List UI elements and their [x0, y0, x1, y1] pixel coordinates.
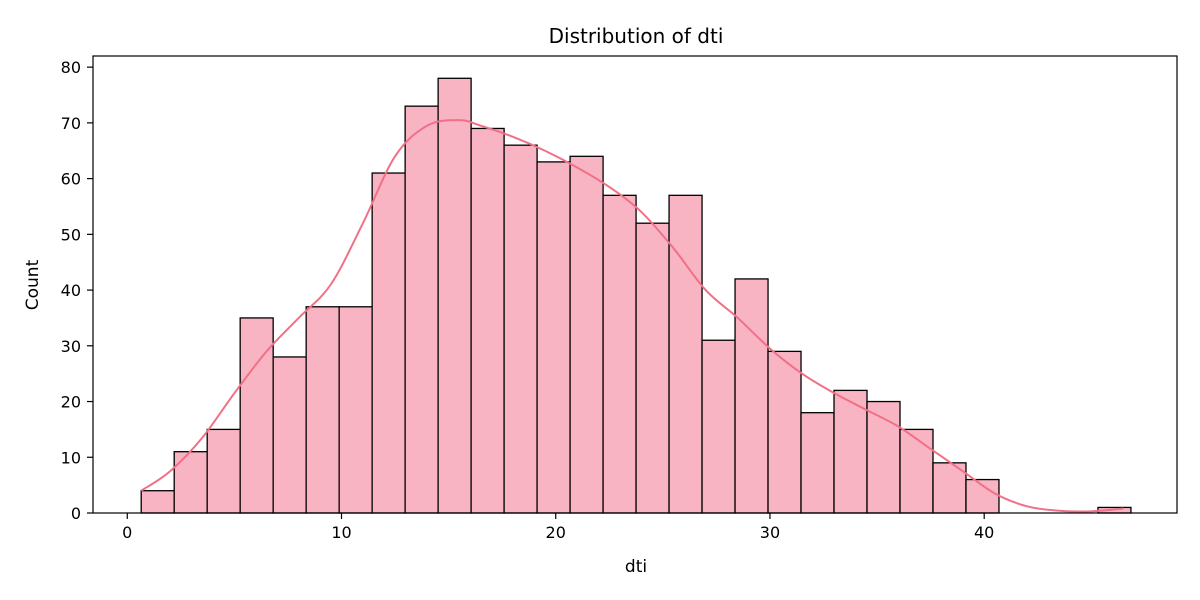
- histogram-bar: [734, 278, 769, 514]
- histogram-bar: [503, 144, 538, 514]
- y-tick-label: 10: [61, 448, 81, 467]
- y-tick-label: 80: [61, 58, 81, 77]
- histogram-bar: [866, 400, 901, 514]
- histogram-bar: [800, 412, 835, 514]
- histogram-bar: [767, 350, 802, 514]
- histogram-bar: [338, 306, 373, 514]
- histogram-bar: [173, 451, 208, 514]
- histogram-bar: [536, 161, 571, 514]
- y-tick-label: 60: [61, 170, 81, 189]
- y-axis: 0 10 20 30 40 50 60 70 80: [61, 58, 93, 523]
- histogram-bar: [305, 306, 340, 514]
- x-tick-label: 30: [760, 523, 780, 542]
- histogram-bar: [635, 222, 670, 514]
- histogram-bar: [272, 356, 307, 514]
- y-axis-label: Count: [23, 259, 43, 310]
- y-tick-label: 20: [61, 393, 81, 412]
- histogram-bar: [569, 155, 604, 514]
- y-tick-label: 50: [61, 225, 81, 244]
- histogram-bar: [833, 389, 868, 514]
- y-tick-label: 40: [61, 281, 81, 300]
- y-tick-label: 70: [61, 114, 81, 133]
- histogram-bar: [239, 317, 274, 514]
- x-tick-label: 10: [331, 523, 351, 542]
- histogram-bar: [140, 490, 175, 514]
- x-tick-label: 40: [974, 523, 994, 542]
- x-axis: 0 10 20 30 40: [122, 513, 994, 542]
- histogram-bar: [437, 77, 472, 514]
- histogram-bar: [602, 194, 637, 514]
- y-tick-label: 30: [61, 337, 81, 356]
- x-axis-label: dti: [625, 557, 647, 577]
- chart-title: Distribution of dti: [549, 24, 724, 48]
- x-tick-label: 0: [122, 523, 132, 542]
- histogram-bar: [404, 105, 439, 514]
- x-tick-label: 20: [546, 523, 566, 542]
- histogram-bar: [701, 339, 736, 514]
- histogram-bar: [899, 428, 934, 514]
- histogram-bar: [206, 428, 241, 514]
- plot-frame: [92, 55, 1178, 514]
- histogram-bar: [371, 172, 406, 514]
- bars-group: [140, 77, 1132, 514]
- histogram-bar: [470, 127, 505, 514]
- histogram-bar: [668, 194, 703, 514]
- y-tick-label: 0: [71, 504, 81, 523]
- kde-curve: [140, 119, 1124, 513]
